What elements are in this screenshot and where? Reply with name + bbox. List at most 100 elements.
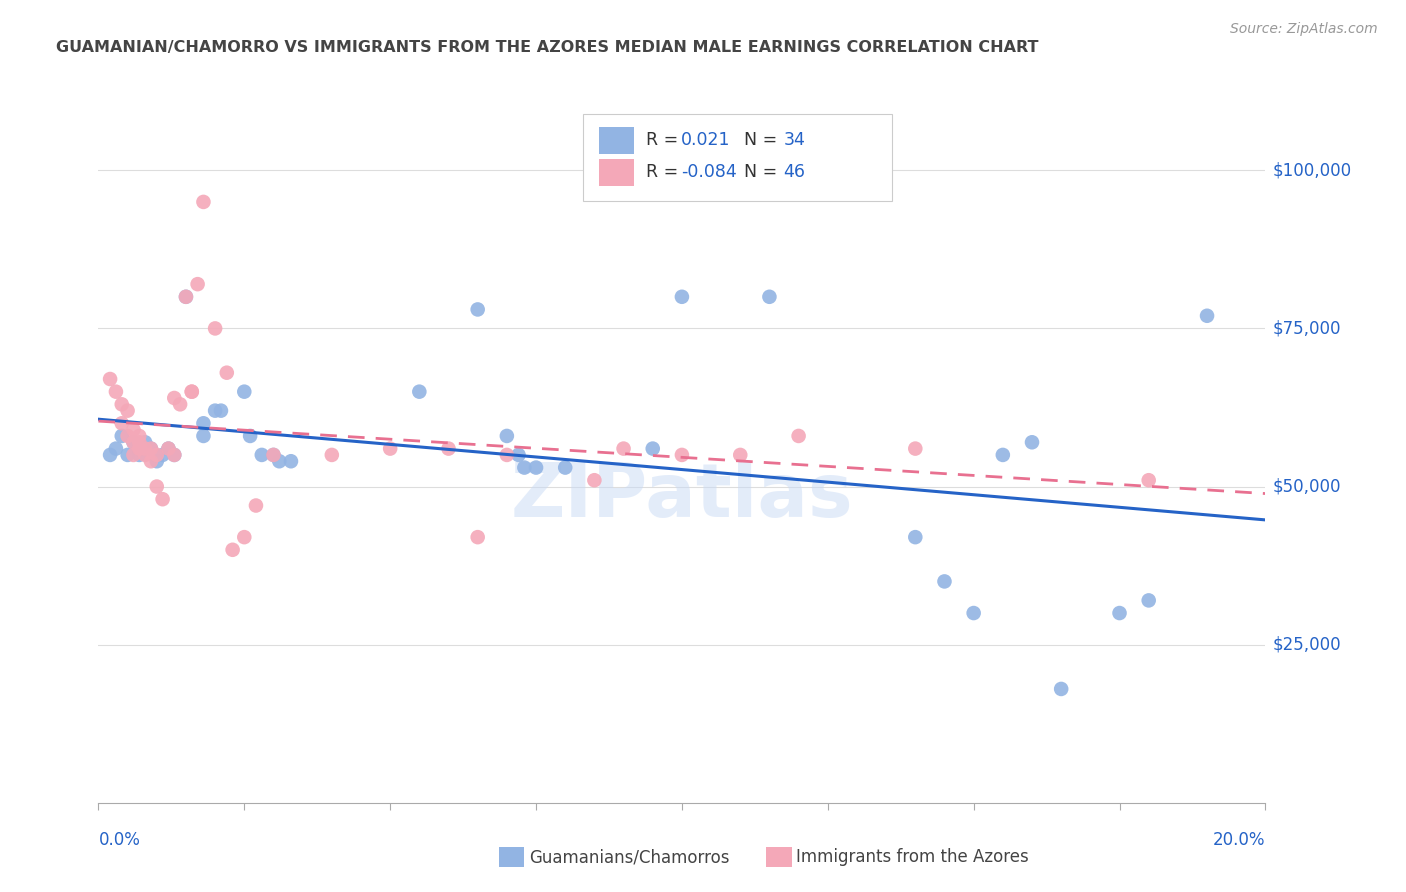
Text: 34: 34 bbox=[783, 131, 806, 150]
Point bbox=[187, 277, 209, 292]
Point bbox=[139, 454, 162, 468]
Text: $50,000: $50,000 bbox=[1272, 477, 1341, 496]
Text: 0.0%: 0.0% bbox=[98, 830, 141, 848]
Text: 0.021: 0.021 bbox=[681, 131, 730, 150]
Point bbox=[152, 492, 174, 507]
Point bbox=[111, 429, 134, 443]
Point bbox=[1195, 309, 1218, 323]
Point bbox=[134, 448, 156, 462]
Text: Guamanians/Chamorros: Guamanians/Chamorros bbox=[529, 848, 730, 866]
Point bbox=[524, 460, 547, 475]
Point bbox=[128, 442, 150, 456]
Point bbox=[152, 448, 174, 462]
FancyBboxPatch shape bbox=[582, 114, 891, 201]
Point bbox=[204, 321, 226, 335]
Point bbox=[467, 302, 489, 317]
Point bbox=[193, 194, 215, 209]
Point bbox=[583, 473, 606, 487]
Text: $100,000: $100,000 bbox=[1272, 161, 1351, 179]
Point bbox=[250, 448, 273, 462]
Point bbox=[904, 530, 927, 544]
Text: Source: ZipAtlas.com: Source: ZipAtlas.com bbox=[1230, 22, 1378, 37]
Point bbox=[508, 448, 530, 462]
Point bbox=[262, 448, 284, 462]
Point bbox=[321, 448, 343, 462]
Point bbox=[204, 403, 226, 417]
Point bbox=[128, 435, 150, 450]
Point bbox=[104, 442, 127, 456]
Point bbox=[1050, 681, 1073, 696]
Point bbox=[554, 460, 576, 475]
Point bbox=[163, 391, 186, 405]
Point bbox=[1021, 435, 1043, 450]
Point bbox=[233, 530, 256, 544]
Point bbox=[467, 530, 489, 544]
Text: $75,000: $75,000 bbox=[1272, 319, 1341, 337]
Point bbox=[169, 397, 191, 411]
Point bbox=[180, 384, 202, 399]
Point bbox=[193, 417, 215, 431]
Point bbox=[193, 429, 215, 443]
Point bbox=[269, 454, 291, 468]
Point bbox=[146, 479, 169, 493]
Text: 20.0%: 20.0% bbox=[1213, 830, 1265, 848]
Point bbox=[641, 442, 664, 456]
Point bbox=[209, 403, 232, 417]
Point bbox=[146, 448, 169, 462]
Point bbox=[245, 499, 267, 513]
Point bbox=[117, 448, 139, 462]
Point bbox=[111, 397, 134, 411]
Text: GUAMANIAN/CHAMORRO VS IMMIGRANTS FROM THE AZORES MEDIAN MALE EARNINGS CORRELATIO: GUAMANIAN/CHAMORRO VS IMMIGRANTS FROM TH… bbox=[56, 40, 1039, 55]
Point bbox=[122, 435, 145, 450]
Text: 46: 46 bbox=[783, 163, 806, 181]
Point bbox=[1137, 473, 1160, 487]
Point bbox=[1108, 606, 1130, 620]
Point bbox=[163, 448, 186, 462]
Point bbox=[962, 606, 984, 620]
Point bbox=[437, 442, 460, 456]
Point bbox=[98, 372, 121, 386]
FancyBboxPatch shape bbox=[599, 159, 634, 186]
Point bbox=[122, 448, 145, 462]
Point bbox=[1137, 593, 1160, 607]
Point bbox=[111, 417, 134, 431]
Point bbox=[122, 435, 145, 450]
Point bbox=[612, 442, 634, 456]
Point bbox=[378, 442, 402, 456]
Text: -0.084: -0.084 bbox=[681, 163, 737, 181]
Point bbox=[157, 442, 180, 456]
Point bbox=[174, 290, 197, 304]
Point bbox=[180, 384, 202, 399]
Point bbox=[117, 403, 139, 417]
Point bbox=[495, 448, 517, 462]
Point bbox=[671, 448, 693, 462]
Point bbox=[163, 448, 186, 462]
Point bbox=[128, 448, 150, 462]
Point bbox=[128, 429, 150, 443]
Point bbox=[221, 542, 243, 557]
Point bbox=[233, 384, 256, 399]
Point bbox=[728, 448, 751, 462]
Text: Immigrants from the Azores: Immigrants from the Azores bbox=[796, 848, 1029, 866]
Point bbox=[122, 423, 145, 437]
Point bbox=[104, 384, 127, 399]
Point bbox=[758, 290, 780, 304]
Point bbox=[408, 384, 430, 399]
Point bbox=[513, 460, 536, 475]
Point bbox=[904, 442, 927, 456]
Point bbox=[139, 442, 162, 456]
Point bbox=[98, 448, 121, 462]
Point bbox=[991, 448, 1014, 462]
Point bbox=[134, 442, 156, 456]
Point bbox=[262, 448, 284, 462]
Point bbox=[280, 454, 302, 468]
Point bbox=[134, 435, 156, 450]
Text: R =: R = bbox=[645, 163, 683, 181]
FancyBboxPatch shape bbox=[599, 128, 634, 153]
Text: R =: R = bbox=[645, 131, 683, 150]
Point bbox=[139, 442, 162, 456]
Text: ZIPatlas: ZIPatlas bbox=[510, 460, 853, 533]
Point bbox=[495, 429, 517, 443]
Point bbox=[117, 429, 139, 443]
Point bbox=[146, 454, 169, 468]
